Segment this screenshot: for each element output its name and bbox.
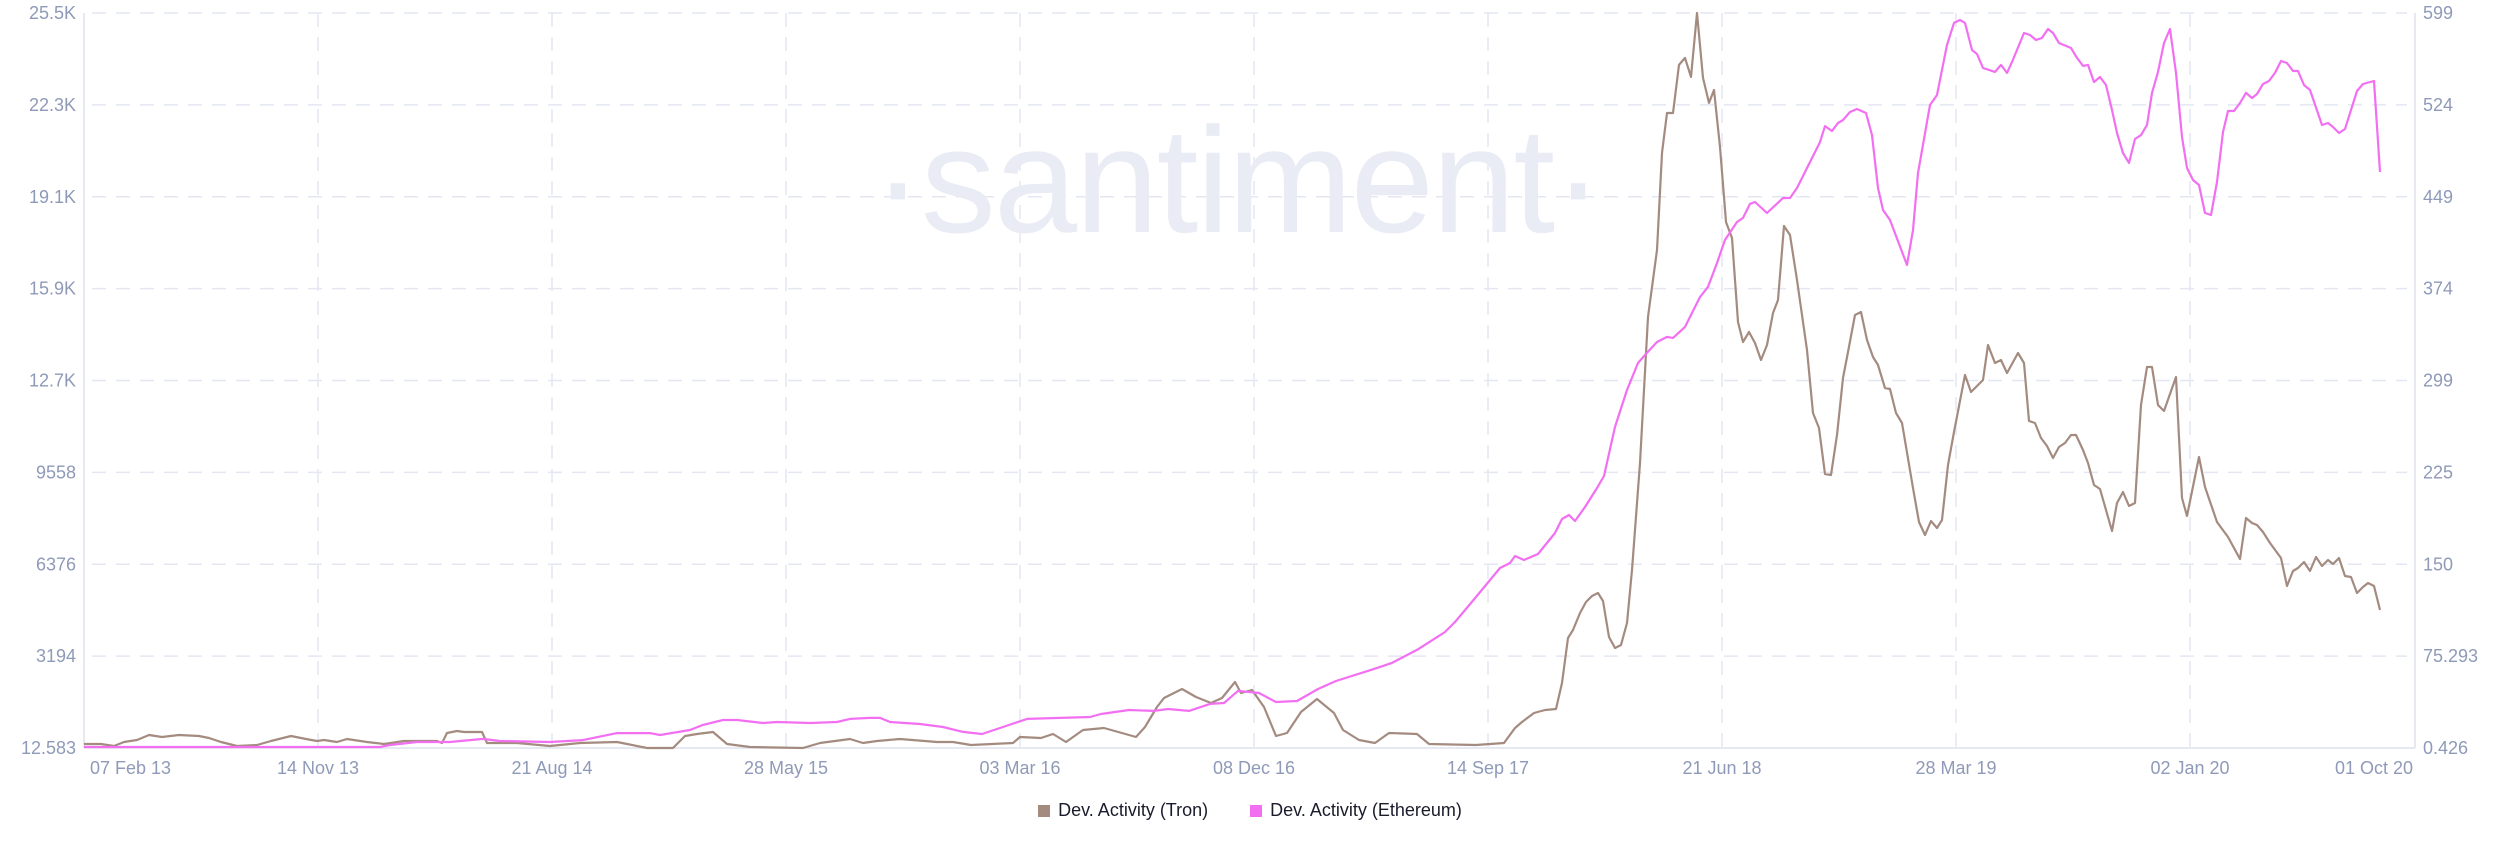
x-tick-label: 07 Feb 13 bbox=[90, 758, 171, 778]
right-y-axis-ticks: 599 524 449 374 299 225 150 75.293 0.426 bbox=[2423, 3, 2478, 758]
right-y-tick-label: 524 bbox=[2423, 95, 2453, 115]
x-tick-label: 08 Dec 16 bbox=[1213, 758, 1295, 778]
legend-label-tron: Dev. Activity (Tron) bbox=[1058, 800, 1209, 820]
right-y-tick-label: 0.426 bbox=[2423, 738, 2468, 758]
x-tick-label: 28 Mar 19 bbox=[1915, 758, 1996, 778]
right-y-tick-label: 374 bbox=[2423, 279, 2453, 299]
left-y-tick-label: 12.7K bbox=[29, 371, 76, 391]
series bbox=[84, 11, 2382, 750]
right-y-tick-label: 225 bbox=[2423, 462, 2453, 482]
right-y-tick-label: 299 bbox=[2423, 371, 2453, 391]
x-tick-label: 21 Aug 14 bbox=[511, 758, 592, 778]
left-y-tick-label: 9558 bbox=[36, 462, 76, 482]
right-y-tick-label: 150 bbox=[2423, 554, 2453, 574]
left-y-tick-label: 3194 bbox=[36, 646, 76, 666]
left-y-tick-label: 6376 bbox=[36, 554, 76, 574]
x-tick-label: 21 Jun 18 bbox=[1682, 758, 1761, 778]
left-y-tick-label: 19.1K bbox=[29, 187, 76, 207]
legend-item-tron[interactable]: Dev. Activity (Tron) bbox=[1038, 800, 1208, 821]
x-tick-label: 14 Sep 17 bbox=[1447, 758, 1529, 778]
right-y-tick-label: 75.293 bbox=[2423, 646, 2478, 666]
gridlines bbox=[92, 12, 2407, 748]
x-axis-ticks: 07 Feb 13 14 Nov 13 21 Aug 14 28 May 15 03 M… bbox=[90, 758, 2413, 778]
axes bbox=[83, 13, 2416, 749]
legend-item-ethereum[interactable]: Dev. Activity (Ethereum) bbox=[1250, 800, 1462, 821]
right-y-tick-label: 449 bbox=[2423, 187, 2453, 207]
left-y-tick-label: 15.9K bbox=[29, 279, 76, 299]
left-y-axis-ticks: 25.5K 22.3K 19.1K 15.9K 12.7K 9558 6376 3194 12.… bbox=[21, 3, 76, 758]
left-y-tick-label: 25.5K bbox=[29, 3, 76, 23]
x-tick-label: 03 Mar 16 bbox=[979, 758, 1060, 778]
ethereum-series-line[interactable] bbox=[84, 18, 2382, 749]
left-y-tick-label: 22.3K bbox=[29, 95, 76, 115]
tron-series-line[interactable] bbox=[84, 11, 2382, 750]
legend-label-ethereum: Dev. Activity (Ethereum) bbox=[1270, 800, 1462, 820]
tron-swatch-icon bbox=[1038, 804, 1051, 817]
right-y-tick-label: 599 bbox=[2423, 3, 2453, 23]
x-tick-label: 02 Jan 20 bbox=[2150, 758, 2229, 778]
left-y-tick-label: 12.583 bbox=[21, 738, 76, 758]
x-tick-label: 28 May 15 bbox=[744, 758, 828, 778]
x-tick-label: 01 Oct 20 bbox=[2335, 758, 2413, 778]
chart-legend: Dev. Activity (Tron) Dev. Activity (Ethe… bbox=[0, 800, 2500, 821]
x-tick-label: 14 Nov 13 bbox=[277, 758, 359, 778]
santiment-watermark: ·santiment· bbox=[873, 96, 1601, 264]
ethereum-swatch-icon bbox=[1250, 804, 1263, 817]
